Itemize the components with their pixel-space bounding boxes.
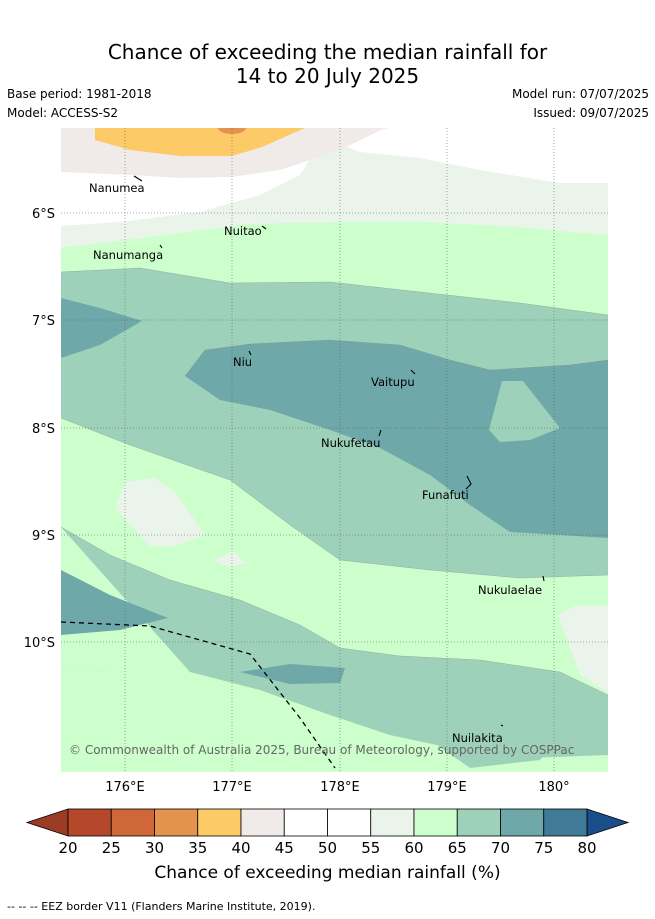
colorbar-over-arrow [586, 808, 630, 837]
place-label-funafuti: Funafuti [422, 488, 469, 502]
band-50-55-ne [330, 128, 608, 183]
eez-legend: -- -- -- EEZ border V11 (Flanders Marine… [7, 900, 316, 913]
band-55-60-east [558, 606, 608, 693]
lat-tick-8s: 8°S [32, 422, 55, 437]
place-label-nukufetau: Nukufetau [321, 436, 380, 450]
colorbar-tick-label: 40 [231, 839, 250, 857]
colorbar-tick-label: 50 [318, 839, 337, 857]
colorbar-swatch [456, 808, 501, 837]
graticule [61, 128, 608, 772]
colorbar-swatch [154, 808, 199, 837]
colorbar-tick-label: 45 [275, 839, 294, 857]
lon-tick-180: 180° [538, 780, 569, 795]
lon-tick-179e: 179°E [427, 780, 467, 795]
band-30-35 [218, 128, 246, 134]
colorbar-swatch [370, 808, 415, 837]
colorbar-tick-label: 20 [58, 839, 77, 857]
colorbar-tick-label: 75 [534, 839, 553, 857]
band-55-60-patch-a [115, 478, 205, 546]
lat-tick-7s: 7°S [32, 314, 55, 329]
lat-tick-10s: 10°S [24, 636, 55, 651]
colorbar-tick-label: 25 [102, 839, 121, 857]
colorbar-swatch [197, 808, 242, 837]
issued-date: Issued: 09/07/2025 [533, 106, 649, 120]
colorbar-under-arrow [25, 808, 69, 837]
map-field: Nanumea Nuitao Nanumanga Niu Vaitupu Nuk… [61, 128, 608, 772]
colorbar-swatch [110, 808, 155, 837]
place-label-nanumanga: Nanumanga [93, 248, 163, 262]
lat-tick-6s: 6°S [32, 207, 55, 222]
band-70-75-south [240, 664, 345, 684]
colorbar-swatch [283, 808, 328, 837]
base-period: Base period: 1981-2018 [7, 87, 152, 101]
colorbar-swatch [500, 808, 545, 837]
colorbar-tick-label: 65 [448, 839, 467, 857]
model-run: Model run: 07/07/2025 [511, 87, 649, 101]
place-label-nuilakita: Nuilakita [452, 731, 503, 745]
colorbar-tick-label: 55 [361, 839, 380, 857]
place-label-vaitupu: Vaitupu [371, 375, 415, 389]
band-70-75-sw [61, 570, 168, 635]
colorbar-swatch [543, 808, 588, 837]
place-label-nuitao: Nuitao [224, 224, 262, 238]
colorbar-swatch [413, 808, 458, 837]
colorbar-tick-label: 60 [404, 839, 423, 857]
colorbar-swatch [327, 808, 372, 837]
colorbar-swatch [240, 808, 285, 837]
place-label-nukulaelae: Nukulaelae [478, 583, 542, 597]
lon-tick-177e: 177°E [212, 780, 252, 795]
lat-tick-9s: 9°S [32, 529, 55, 544]
lon-tick-176e: 176°E [105, 780, 145, 795]
title-line-2: 14 to 20 July 2025 [235, 64, 420, 88]
band-35-40 [95, 128, 305, 156]
band-55-60-patch-b [213, 551, 246, 567]
band-70-75-west [61, 298, 142, 358]
eez-border [61, 621, 336, 769]
band-65-70-south-b [420, 680, 572, 768]
colorbar-tick-label: 80 [577, 839, 596, 857]
colorbar: 20 25 30 35 40 45 50 55 60 65 70 75 80 [25, 808, 630, 857]
colorbar-tick-label: 30 [145, 839, 164, 857]
copyright-text: © Commonwealth of Australia 2025, Bureau… [69, 743, 574, 757]
title-line-1: Chance of exceeding the median rainfall … [107, 40, 548, 64]
lat-ticks: 6°S 7°S 8°S 9°S 10°S [24, 207, 55, 651]
model-name: Model: ACCESS-S2 [7, 106, 119, 120]
band-65-70-island [489, 381, 560, 442]
place-label-nanumea: Nanumea [89, 181, 145, 195]
colorbar-tick-label: 70 [491, 839, 510, 857]
islands [133, 175, 545, 727]
colorbar-title: Chance of exceeding median rainfall (%) [154, 863, 501, 883]
colorbar-swatch [67, 808, 112, 837]
colorbar-tick-label: 35 [188, 839, 207, 857]
place-label-niu: Niu [233, 355, 252, 369]
lon-tick-178e: 178°E [320, 780, 360, 795]
lon-ticks: 176°E 177°E 178°E 179°E 180° [105, 780, 569, 795]
chart-title: Chance of exceeding the median rainfall … [0, 40, 655, 88]
band-60-65-south [61, 665, 608, 772]
